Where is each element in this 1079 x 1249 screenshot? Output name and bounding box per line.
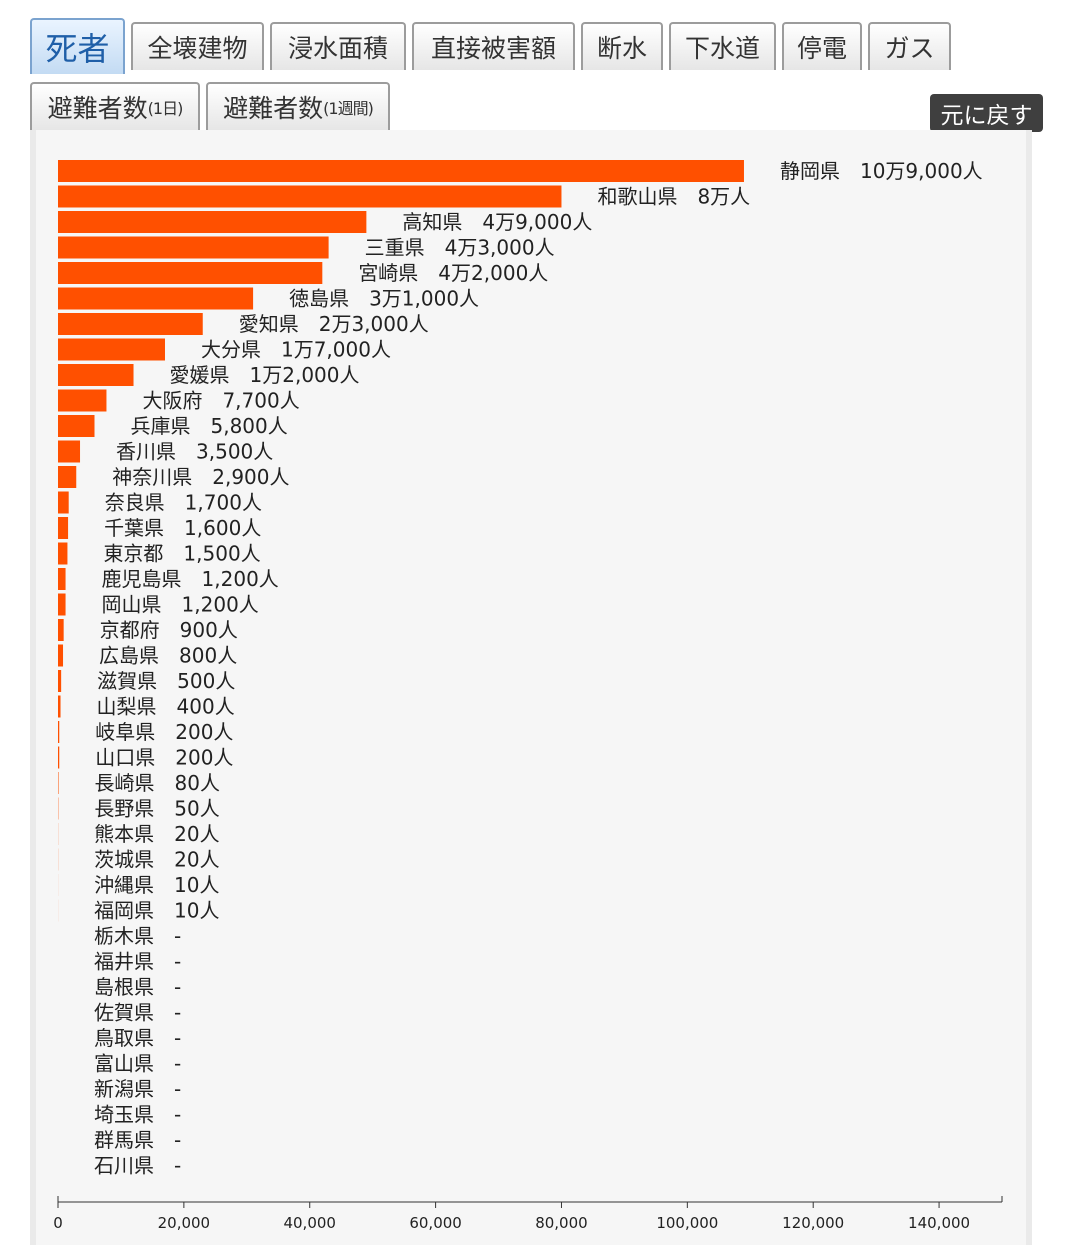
- bar-2: [58, 211, 367, 233]
- x-tick-label-5: 100,000: [656, 1214, 718, 1232]
- bar-label-19: 広島県 800人: [99, 644, 237, 668]
- bar-20: [58, 670, 62, 692]
- bar-label-33: 佐賀県 -: [94, 1001, 181, 1025]
- bar-label-0: 静岡県 10万9,000人: [780, 159, 983, 183]
- x-tick-label-0: 0: [53, 1214, 63, 1232]
- tab-row-primary: 死者 全壊建物 浸水面積 直接被害額 断水 下水道 停電 ガス: [30, 18, 951, 74]
- bar-label-26: 熊本県 20人: [94, 822, 219, 846]
- bar-label-7: 大分県 1万7,000人: [201, 338, 391, 362]
- bar-label-23: 山口県 200人: [95, 746, 233, 770]
- chart-panel: 静岡県 10万9,000人和歌山県 8万人 高知県 4万9,000人 三重県 4万3…: [30, 130, 1032, 1245]
- bar-14: [58, 517, 69, 539]
- tab-row-secondary: 避難者数 (1日) 避難者数 (1週間): [30, 82, 390, 130]
- tab-3[interactable]: 直接被害額: [412, 22, 575, 70]
- bar-16: [58, 568, 66, 590]
- bar-label-1: 和歌山県 8万人: [597, 185, 750, 209]
- bar-label-35: 富山県 -: [94, 1052, 181, 1076]
- bar-label-27: 茨城県 20人: [94, 848, 219, 872]
- bar-label-29: 福岡県 10人: [94, 899, 219, 923]
- bar-label-16: 鹿児島県 1,200人: [102, 567, 279, 591]
- bar-1: [58, 185, 562, 208]
- x-tick-label-7: 140,000: [908, 1214, 970, 1232]
- bar-label-10: 兵庫県 5,800人: [131, 414, 288, 438]
- bar-17: [58, 593, 66, 616]
- bar-4: [58, 262, 323, 284]
- bar-22: [58, 721, 60, 743]
- bar-label-15: 東京都 1,500人: [103, 542, 260, 566]
- bar-15: [58, 542, 68, 565]
- bar-7: [58, 338, 165, 361]
- tab-2[interactable]: 浸水面積: [270, 22, 406, 70]
- bar-label-36: 新潟県 -: [94, 1077, 181, 1101]
- bar-label-3: 三重県 4万3,000人: [365, 236, 555, 260]
- reset-button[interactable]: 元に戻す: [930, 94, 1043, 132]
- bar-label-24: 長崎県 80人: [95, 771, 220, 795]
- bar-19: [58, 644, 64, 667]
- tab-4[interactable]: 断水: [581, 22, 663, 70]
- bar-24: [58, 772, 59, 794]
- bar-label-39: 石川県 -: [94, 1154, 181, 1178]
- bar-12: [58, 466, 77, 488]
- tab-0[interactable]: 死者: [30, 18, 125, 74]
- x-tick-label-6: 120,000: [782, 1214, 844, 1232]
- bar-label-11: 香川県 3,500人: [116, 440, 273, 464]
- bar-9: [58, 389, 107, 412]
- bar-10: [58, 415, 95, 437]
- bar-11: [58, 440, 81, 463]
- tab-1[interactable]: 全壊建物: [131, 22, 264, 70]
- bar-label-18: 京都府 900人: [100, 618, 238, 642]
- x-tick-label-4: 80,000: [535, 1214, 588, 1232]
- tab-6[interactable]: 停電: [782, 22, 862, 70]
- bar-label-8: 愛媛県 1万2,000人: [170, 363, 360, 387]
- bar-label-34: 鳥取県 -: [94, 1026, 181, 1050]
- bar-label-5: 徳島県 3万1,000人: [289, 287, 479, 311]
- tab-evacuees-1[interactable]: 避難者数 (1週間): [206, 82, 390, 130]
- tab-evacuees-0[interactable]: 避難者数 (1日): [30, 82, 200, 130]
- bar-0: [58, 160, 744, 182]
- bar-label-30: 栃木県 -: [94, 924, 181, 948]
- bar-label-2: 高知県 4万9,000人: [402, 210, 592, 234]
- bar-label-9: 大阪府 7,700人: [142, 389, 299, 413]
- bar-label-22: 岐阜県 200人: [95, 720, 233, 744]
- x-tick-label-1: 20,000: [158, 1214, 211, 1232]
- bar-label-32: 島根県 -: [94, 975, 181, 999]
- bar-label-38: 群馬県 -: [94, 1128, 181, 1152]
- bar-label-17: 岡山県 1,200人: [102, 593, 259, 617]
- bar-8: [58, 364, 134, 386]
- bar-3: [58, 236, 329, 259]
- bar-label-37: 埼玉県 -: [94, 1103, 181, 1127]
- bar-label-13: 奈良県 1,700人: [105, 491, 262, 515]
- tab-7[interactable]: ガス: [868, 22, 951, 70]
- bar-label-21: 山梨県 400人: [97, 695, 235, 719]
- bar-label-14: 千葉県 1,600人: [104, 516, 261, 540]
- bar-6: [58, 313, 203, 335]
- bar-5: [58, 287, 254, 310]
- x-tick-label-3: 60,000: [409, 1214, 462, 1232]
- tab-5[interactable]: 下水道: [669, 22, 776, 70]
- x-tick-label-2: 40,000: [283, 1214, 336, 1232]
- bar-label-12: 神奈川県 2,900人: [112, 465, 289, 489]
- bar-21: [58, 695, 61, 718]
- bar-13: [58, 491, 69, 514]
- bar-label-20: 滋賀県 500人: [97, 669, 235, 693]
- bar-label-25: 長野県 50人: [94, 797, 219, 821]
- bar-23: [58, 746, 60, 769]
- bar-label-4: 宮崎県 4万2,000人: [358, 261, 548, 285]
- bar-label-31: 福井県 -: [94, 950, 181, 974]
- bar-label-6: 愛知県 2万3,000人: [239, 312, 429, 336]
- bar-label-28: 沖縄県 10人: [94, 873, 219, 897]
- bar-18: [58, 619, 64, 641]
